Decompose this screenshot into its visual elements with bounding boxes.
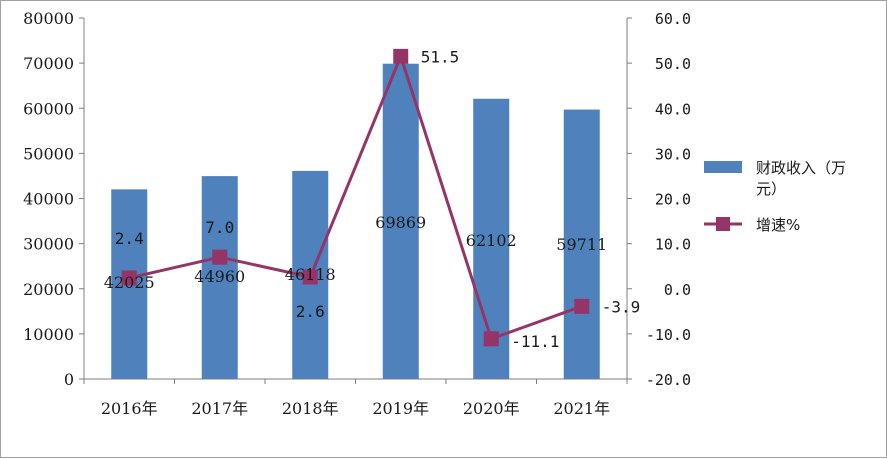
y-left-tick-label: 70000: [23, 54, 74, 73]
y-left-tick-label: 80000: [23, 9, 74, 28]
legend-bar-label: 财政收入（万: [756, 159, 846, 177]
y-right-tick-label: 60.0: [655, 10, 691, 28]
y-right-tick-label: 30.0: [655, 145, 691, 163]
bar-data-label: 59711: [556, 235, 607, 254]
bar-data-label: 46118: [285, 265, 336, 284]
y-left-tick-label: 50000: [23, 144, 74, 163]
growth-data-label: 7.0: [205, 218, 234, 237]
y-right-tick-label: 40.0: [655, 100, 691, 118]
y-right-tick-label: -10.0: [646, 326, 691, 344]
y-left-tick-label: 30000: [23, 235, 74, 254]
y-left-tick-label: 0: [64, 370, 74, 389]
growth-marker: [483, 331, 499, 347]
y-right-tick-label: -20.0: [646, 371, 691, 389]
bar-data-label: 42025: [104, 273, 155, 292]
legend-line-label: 增速%: [756, 216, 800, 234]
growth-data-label: -11.1: [511, 332, 559, 351]
legend-bar-label-cont: 元）: [756, 180, 786, 198]
growth-marker: [212, 249, 228, 265]
legend-bar-swatch: [704, 161, 742, 173]
bar-2019年: [382, 63, 419, 380]
growth-line: [128, 54, 583, 341]
growth-marker: [302, 269, 318, 285]
growth-marker: [393, 48, 409, 64]
growth-marker: [574, 298, 590, 314]
growth-marker: [121, 270, 137, 286]
y-right-tick-label: 20.0: [655, 191, 691, 209]
y-right-tick-label: 50.0: [655, 55, 691, 73]
y-right-tick-label: 10.0: [655, 236, 691, 254]
x-tick-label: 2020年: [463, 399, 520, 418]
legend-line-marker: [716, 217, 730, 231]
bar-2021年: [563, 109, 600, 380]
growth-data-label: 2.4: [115, 229, 144, 248]
y-left-tick-label: 20000: [23, 280, 74, 299]
bar-2017年: [201, 176, 238, 379]
x-tick-label: 2019年: [372, 399, 429, 418]
growth-data-label: -3.9: [602, 297, 641, 316]
bar-data-label: 62102: [466, 231, 517, 250]
x-tick-label: 2021年: [553, 399, 610, 418]
growth-data-label: 2.6: [296, 302, 325, 321]
y-right-tick-label: 0.0: [664, 281, 691, 299]
y-left-tick-label: 60000: [23, 99, 74, 118]
x-tick-label: 2018年: [282, 399, 339, 418]
y-left-tick-label: 40000: [23, 190, 74, 209]
bar-data-label: 44960: [194, 267, 245, 286]
x-tick-label: 2017年: [191, 399, 248, 418]
growth-data-label: 51.5: [421, 47, 460, 66]
x-tick-label: 2016年: [101, 399, 158, 418]
bar-data-label: 69869: [375, 213, 426, 232]
y-left-tick-label: 10000: [23, 325, 74, 344]
